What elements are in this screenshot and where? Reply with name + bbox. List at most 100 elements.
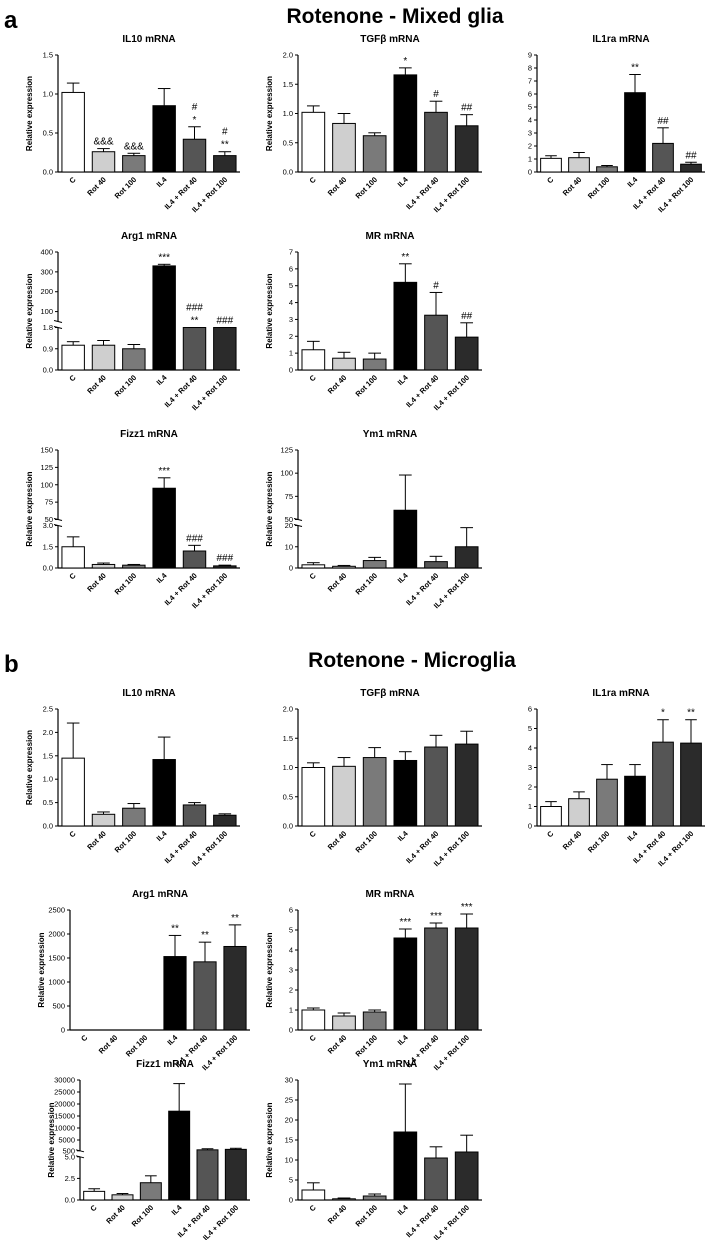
bar — [122, 348, 146, 371]
bar — [301, 564, 326, 569]
x-tick-label: Rot 100 — [354, 829, 380, 855]
bar — [182, 138, 207, 173]
y-tick-label: 0 — [528, 822, 532, 831]
chart-title: Ym1 mRNA — [363, 1059, 417, 1070]
significance-mark: ** — [171, 923, 179, 934]
bar — [568, 157, 590, 173]
chart-13: Ym1 mRNA Relative expression 0 5 10 15 20 25 30 C… — [265, 1059, 482, 1240]
x-tick-label: Rot 40 — [326, 829, 349, 852]
x-tick-label: IL4 — [170, 1202, 185, 1217]
bar — [424, 314, 448, 371]
y-tick-label: 30 — [285, 1076, 293, 1085]
y-tick-label: 6 — [289, 264, 293, 273]
y-tick-label: 10000 — [54, 1124, 75, 1133]
bar — [301, 767, 326, 827]
bar — [163, 956, 187, 1031]
significance-mark: ## — [461, 311, 473, 322]
x-tick-label: Rot 40 — [85, 373, 108, 396]
y-tick-label: 0 — [289, 1196, 293, 1205]
chart-8: TGFβ mRNA 0.0 0.5 1.0 1.5 2.0 C Rot 40 Rot 100 IL… — [283, 688, 482, 868]
bar — [91, 151, 116, 173]
y-tick-label: 3 — [289, 966, 293, 975]
bar — [540, 157, 562, 173]
chart-title: Arg1 mRNA — [121, 231, 177, 242]
bar — [122, 564, 146, 569]
bar — [424, 111, 448, 173]
y-axis-label: Relative expression — [25, 730, 34, 805]
y-tick-label: 20 — [285, 1116, 293, 1125]
y-tick-label: 5 — [289, 281, 293, 290]
significance-mark: *** — [158, 252, 170, 263]
y-tick-label: 500 — [62, 1146, 75, 1155]
x-tick-label: IL4 — [396, 1202, 411, 1217]
y-tick-label: 15 — [285, 1136, 293, 1145]
y-tick-label: 3 — [289, 315, 293, 324]
bar — [61, 757, 85, 827]
y-tick-label: 100 — [40, 480, 53, 489]
significance-mark: # — [433, 280, 439, 291]
y-axis-label: Relative expression — [265, 273, 274, 348]
x-tick-label: Rot 100 — [113, 175, 139, 201]
y-tick-label: 0 — [289, 366, 293, 375]
bar — [91, 344, 116, 371]
y-tick-label: 100 — [40, 307, 53, 316]
bar — [182, 327, 207, 371]
chart-title: IL1ra mRNA — [592, 688, 649, 699]
chart-title: IL10 mRNA — [122, 688, 175, 699]
y-tick-label: 5 — [528, 724, 532, 733]
significance-mark: # — [433, 89, 439, 100]
x-tick-label: Rot 100 — [130, 1203, 156, 1229]
y-tick-label: 5.0 — [65, 1152, 75, 1161]
x-tick-label: Rot 100 — [124, 1033, 150, 1059]
bar — [393, 937, 418, 1031]
panel-letter-a: a — [4, 7, 18, 34]
y-tick-label: 4 — [528, 744, 532, 753]
bar — [213, 327, 237, 371]
y-tick-label: 200 — [40, 287, 53, 296]
bar — [122, 807, 146, 827]
y-tick-label: 1.0 — [43, 775, 53, 784]
bar — [301, 1189, 326, 1201]
bar — [424, 561, 448, 569]
bar — [61, 344, 85, 371]
x-tick-label: Rot 100 — [354, 175, 380, 201]
bar — [182, 804, 207, 827]
y-tick-label: 0.5 — [43, 798, 53, 807]
bar — [424, 1157, 448, 1201]
bar — [393, 1131, 418, 1201]
bar — [393, 759, 418, 827]
y-tick-label: 3 — [528, 129, 532, 138]
x-tick-label: Rot 40 — [85, 829, 108, 852]
bar — [152, 487, 176, 569]
y-tick-label: 6 — [528, 90, 532, 99]
x-tick-label: Rot 40 — [326, 1033, 349, 1056]
bar — [111, 1194, 134, 1201]
y-tick-label: 1.0 — [283, 763, 293, 772]
bar — [568, 798, 590, 827]
bar — [91, 813, 116, 827]
x-tick-label: Rot 40 — [561, 175, 584, 198]
chart-10: Arg1 mRNA Relative expression 0 500 1000 1500… — [37, 889, 250, 1072]
bar — [393, 74, 418, 173]
y-tick-label: 10 — [285, 542, 293, 551]
y-tick-label: 0.0 — [283, 168, 293, 177]
bar — [424, 927, 448, 1031]
bar — [362, 358, 387, 371]
bar — [393, 281, 418, 371]
bar — [332, 565, 356, 569]
x-tick-label: Rot 100 — [113, 829, 139, 855]
x-tick-label: C — [308, 1033, 319, 1044]
bar — [454, 743, 479, 827]
y-tick-label: 15000 — [54, 1112, 75, 1121]
bar — [393, 509, 418, 569]
bar — [454, 1151, 479, 1201]
axis-break-mark — [53, 320, 63, 324]
panel-letter-b: b — [4, 651, 19, 678]
y-tick-label: 2 — [289, 332, 293, 341]
bar — [362, 560, 387, 569]
x-tick-label: C — [67, 373, 78, 384]
bar — [680, 163, 702, 173]
significance-mark: ## — [461, 103, 473, 114]
y-tick-label: 20000 — [54, 1100, 75, 1109]
